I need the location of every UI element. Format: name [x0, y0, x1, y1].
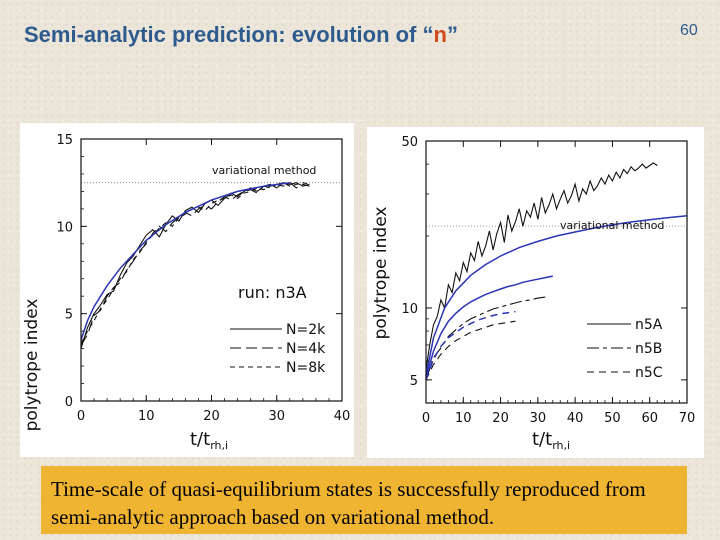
y-tick-label: 10: [401, 302, 418, 317]
chart-right-ylabel: polytrope index: [371, 207, 391, 340]
y-tick-label: 50: [401, 135, 418, 150]
x-tick-label: 70: [679, 411, 696, 426]
chart-left-legend: N=2k N=4k N=8k: [230, 322, 326, 376]
x-tick-label: 10: [138, 409, 155, 424]
chart-right-variational-label: variational method: [560, 219, 664, 232]
slide-number: 60: [680, 22, 698, 39]
chart-left-ylabel: polytrope index: [22, 299, 42, 432]
chart-right-legend: n5A n5B n5C: [587, 317, 663, 381]
chart-left-panel: 0 10 20 30 40 0 5 10 15 polytrope index t/trh,i …: [20, 123, 354, 457]
slide-title: Semi-analytic prediction: evolution of “…: [24, 22, 458, 48]
title-main-text: Semi-analytic prediction: evolution of “: [24, 22, 434, 47]
chart-left-ticks: [80, 138, 343, 402]
variational-curve-2: [425, 275, 553, 379]
chart-right-xlabel: t/trh,i: [532, 429, 570, 452]
x-tick-label: 40: [334, 409, 351, 424]
chart-left-annotation: run: n3A: [238, 283, 307, 302]
legend-label-n-4k: N=4k: [286, 341, 326, 357]
x-tick-label: 40: [567, 411, 584, 426]
chart-right-panel: 0 10 20 30 40 50 60 70 5 10 50 polytrope index t/t…: [367, 127, 704, 458]
legend-label-n5b: n5B: [635, 341, 662, 357]
chart-left-variational-label: variational method: [212, 164, 316, 177]
y-tick-label: 10: [56, 220, 73, 235]
x-tick-label: 20: [203, 409, 220, 424]
title-variable-n: n: [433, 22, 447, 47]
x-tick-label: 0: [422, 411, 430, 426]
title-end-quote: ”: [446, 22, 458, 47]
x-tick-label: 60: [641, 411, 658, 426]
chart-left-xlabel-sub: rh,i: [210, 439, 228, 452]
x-tick-label: 50: [604, 411, 621, 426]
variational-curve-1: [425, 215, 688, 376]
chart-right-xlabel-main: t/t: [532, 429, 552, 450]
chart-left-tick-labels: 0 10 20 30 40 0 5 10 15: [56, 133, 350, 424]
y-tick-label: 0: [65, 395, 73, 410]
series-n5c: [425, 320, 516, 381]
variational-curve-3: [425, 310, 516, 381]
series-n-8k: [80, 182, 310, 344]
caption-box: Time-scale of quasi-equilibrium states i…: [41, 466, 687, 534]
chart-right-ticks: [425, 140, 688, 404]
chart-left-lines: [80, 181, 310, 349]
y-tick-label: 5: [65, 308, 73, 323]
series-n-4k: [80, 182, 310, 346]
chart-right-lines: [425, 162, 688, 381]
chart-left-xlabel: t/trh,i: [190, 429, 228, 452]
legend-label-n5a: n5A: [635, 317, 663, 333]
legend-label-n-8k: N=8k: [286, 360, 326, 376]
x-tick-label: 0: [77, 409, 85, 424]
y-tick-label: 15: [56, 133, 73, 148]
legend-label-n-2k: N=2k: [286, 322, 326, 338]
legend-label-n5c: n5C: [635, 365, 663, 381]
x-tick-label: 30: [530, 411, 547, 426]
variational-curve-1: [80, 181, 290, 341]
series-n5a: [425, 162, 658, 371]
chart-right-frame: [425, 140, 688, 404]
y-tick-label: 5: [410, 374, 418, 389]
x-tick-label: 30: [268, 409, 285, 424]
chart-left-xlabel-main: t/t: [190, 429, 210, 450]
x-tick-label: 10: [455, 411, 472, 426]
chart-right-xlabel-sub: rh,i: [552, 439, 570, 452]
chart-right-tick-labels: 0 10 20 30 40 50 60 70 5 10 50: [401, 135, 695, 426]
x-tick-label: 20: [492, 411, 509, 426]
chart-right: 0 10 20 30 40 50 60 70 5 10 50 polytrope index t/t…: [371, 135, 695, 452]
